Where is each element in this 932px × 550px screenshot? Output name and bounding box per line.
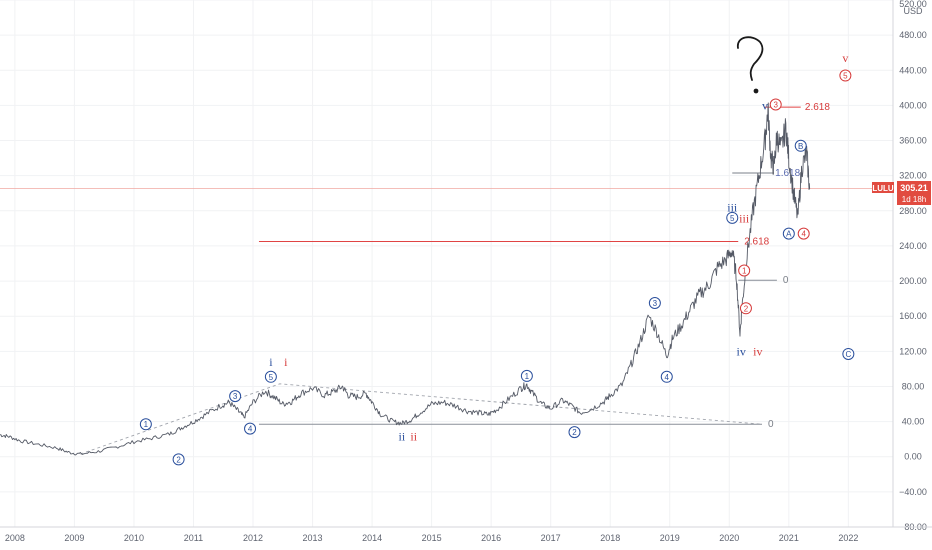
wave-label-blue-circle [648,297,661,310]
x-tick-label: 2010 [124,533,144,543]
y-tick-label: 480.00 [899,30,927,40]
x-tick-label: 2011 [184,533,203,543]
currency-label: USD [903,6,923,16]
fib-level-label: 1.618 [775,168,800,179]
wave-label-blue: v [762,98,768,112]
fib-layer: 2.618 1.618 2.618 0 0 [80,102,830,455]
y-tick-label: 360.00 [899,136,927,146]
wave-label-blue: 1 [144,420,149,429]
wave-label-blue: 5 [269,373,274,382]
wave-label-red: iv [753,344,762,358]
fib-level-label: 0 [768,419,774,430]
wave-label-red: 1 [742,267,747,276]
question-mark-annotation: ? [737,36,764,94]
wave-label-blue-circle [172,453,185,466]
wave-label-blue-circle [842,347,855,360]
wave-label-blue: 2 [572,428,577,437]
wave-label-red: 4 [801,230,806,239]
dashed-trendline [80,383,763,455]
x-tick-label: 2014 [362,533,382,543]
y-tick-label: 520.00 [899,0,927,9]
wave-label-red-circle [739,302,752,315]
wave-label-red: ii [410,430,417,444]
y-tick-label: 280.00 [899,206,927,216]
fib-level-label: 2.618 [805,102,830,113]
price-line [0,102,811,456]
wave-label-red: v [842,51,848,65]
wave-label-blue-circle [782,227,795,240]
y-tick-label: 0.00 [904,452,922,462]
x-tick-label: 2022 [838,533,858,543]
x-tick-label: 2013 [303,533,323,543]
wave-label-red-circle [769,98,782,111]
wave-label-blue: 3 [653,299,658,308]
y-tick-label: 320.00 [899,171,927,181]
wave-label-blue-circle [244,422,257,435]
wave-label-blue-circle [726,211,739,224]
x-tick-label: 2008 [5,533,25,543]
symbol-label: LULU [872,184,894,193]
wave-label-blue: 1 [525,372,530,381]
y-tick-label: −40.00 [899,487,927,497]
wave-label-blue-circle [794,139,807,152]
wave-label-blue: i [269,355,273,369]
wave-label-blue: 4 [248,425,253,434]
price-series-layer [0,102,811,456]
wave-label-blue: B [798,142,803,151]
time-axis[interactable]: 2008 2009 2010 2011 2012 2013 2014 2015 2016 2017… [5,533,858,543]
y-tick-label: 440.00 [899,65,927,75]
last-price-badge [897,181,931,205]
x-tick-label: 2017 [541,533,561,543]
wave-label-blue-circle [660,370,673,383]
wave-label-blue-circle [139,418,152,431]
wave-label-blue: A [786,230,792,239]
x-tick-label: 2018 [600,533,620,543]
y-tick-label: 80.00 [902,381,925,391]
fib-level-label: 2.618 [744,237,769,248]
y-tick-label: 200.00 [899,276,927,286]
wave-label-red: 5 [843,72,848,81]
symbol-badge [872,182,894,193]
wave-label-blue: C [845,350,851,359]
wave-label-blue: iv [737,344,746,358]
y-tick-label: 40.00 [902,417,925,427]
bar-countdown: 1d 18h [902,195,926,204]
wave-label-red-circle [797,227,810,240]
last-price-value: 305.21 [900,183,928,193]
wave-label-red: iii [739,212,750,226]
wave-label-blue: 5 [730,214,735,223]
wave-label-red-circle [839,69,852,82]
wave-label-blue-circle [229,390,242,403]
wave-label-blue: 3 [233,392,238,401]
x-tick-label: 2009 [64,533,84,543]
y-tick-label: 160.00 [899,311,927,321]
x-tick-label: 2015 [422,533,442,543]
fib-level-label: 0 [783,275,789,286]
y-tick-label: 240.00 [899,241,927,251]
x-tick-label: 2021 [779,533,799,543]
wave-label-blue: ii [399,430,406,444]
wave-label-red: i [284,355,288,369]
wave-label-blue: 2 [176,455,181,464]
wave-label-blue-circle [568,426,581,439]
last-price-tag: LULU 305.21 1d 18h [872,181,931,205]
y-tick-label: 120.00 [899,346,927,356]
wave-label-red: 2 [744,304,749,313]
wave-label-blue: iii [727,200,738,214]
x-tick-label: 2019 [660,533,680,543]
wave-label-red: 3 [773,101,778,110]
y-tick-label: 400.00 [899,100,927,110]
wave-label-blue: 4 [665,373,670,382]
wave-label-red-circle [738,264,751,277]
wave-label-blue-circle [264,370,277,383]
x-tick-label: 2012 [243,533,263,543]
x-tick-label: 2020 [719,533,739,543]
x-tick-label: 2016 [481,533,501,543]
wave-label-blue-circle [520,369,533,382]
